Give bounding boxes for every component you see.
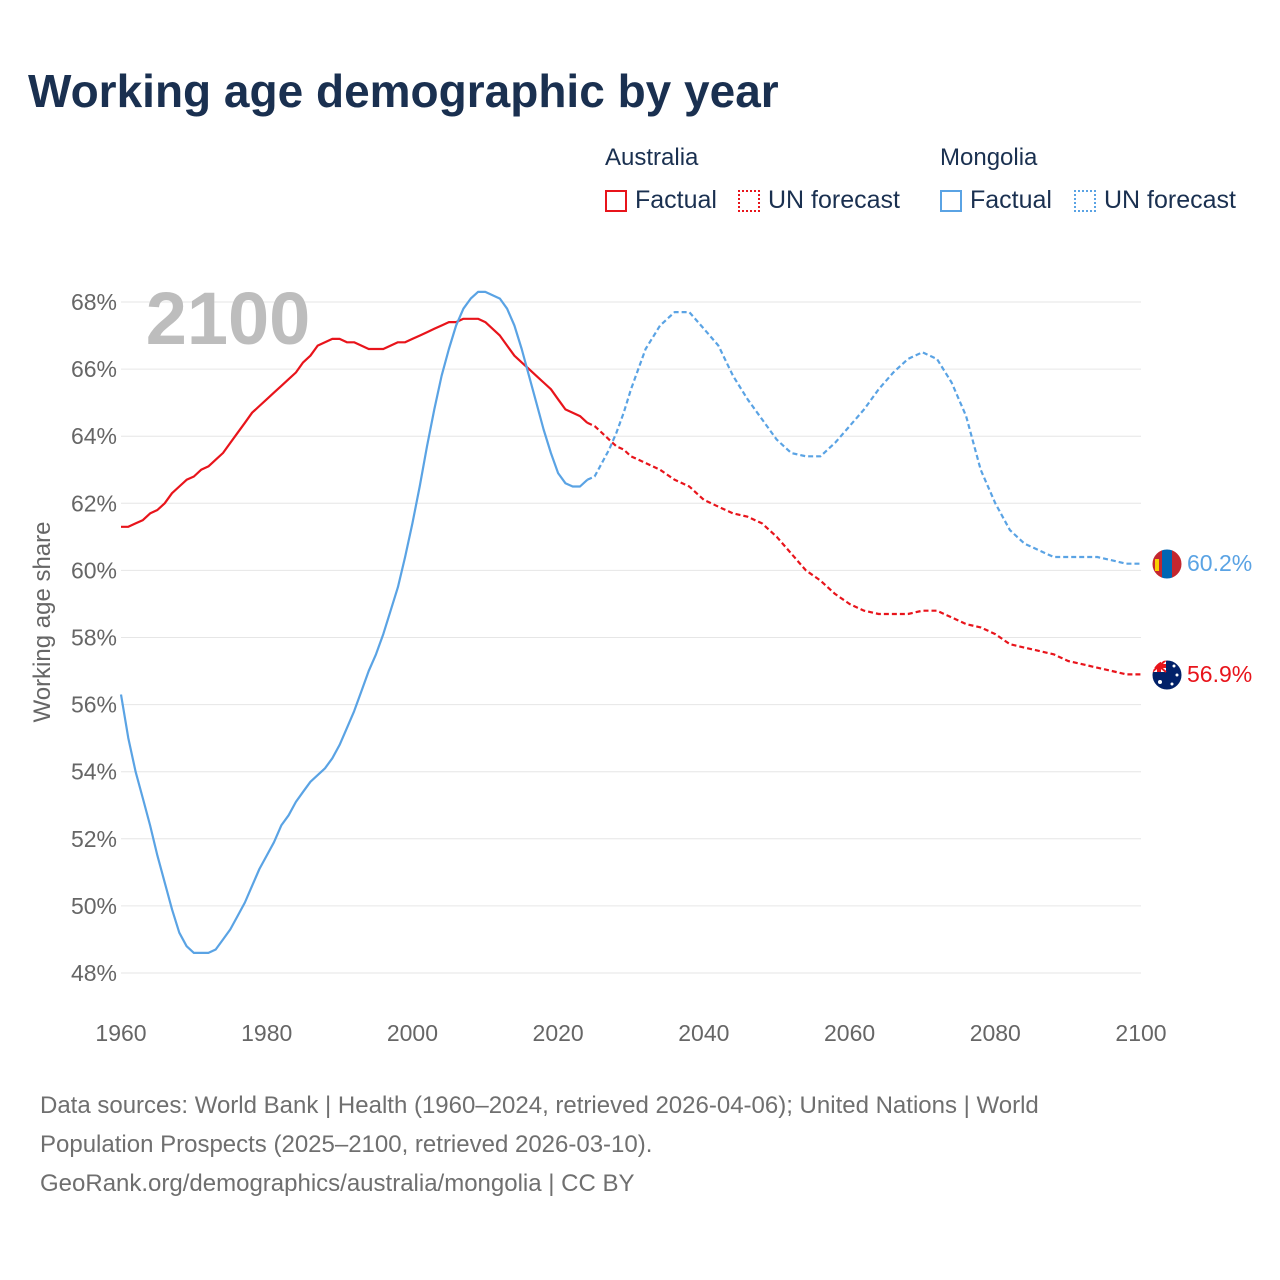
x-tick-label: 2020 <box>533 1020 584 1046</box>
y-tick-label: 64% <box>71 423 117 449</box>
series-line-mongolia-forecast[interactable] <box>586 311 1141 565</box>
y-axis: 48% 50% 52% 54% 56% 58% 60% 62% 64% 66% 68% <box>71 289 117 986</box>
y-tick-label: 54% <box>71 759 117 785</box>
legend-group-mongolia: Mongolia <box>940 144 1038 171</box>
x-tick-label: 2060 <box>824 1020 875 1046</box>
y-tick-label: 50% <box>71 893 117 919</box>
legend-item-australia-factual[interactable]: Factual <box>605 186 717 215</box>
end-label-mongolia: 60.2% <box>1187 550 1252 576</box>
legend-label-australia-forecast: UN forecast <box>768 186 900 214</box>
legend-item-australia-forecast[interactable]: UN forecast <box>738 186 900 215</box>
x-tick-label: 2000 <box>387 1020 438 1046</box>
x-tick-label: 2080 <box>970 1020 1021 1046</box>
series <box>119 290 1141 955</box>
footer-credit-link[interactable]: GeoRank.org/demographics/australia/mongo… <box>40 1170 635 1197</box>
legend-item-mongolia-factual[interactable]: Factual <box>940 186 1052 215</box>
x-axis: 1960 1980 2000 2020 2040 2060 2080 2100 <box>95 1020 1166 1046</box>
y-tick-label: 68% <box>71 289 117 315</box>
footer-sources-line1: Data sources: World Bank | Health (1960–… <box>40 1092 1039 1119</box>
end-label-australia: 56.9% <box>1187 661 1252 687</box>
legend-swatch-australia-factual <box>605 189 627 212</box>
x-tick-label: 2040 <box>678 1020 729 1046</box>
australia-flag-icon <box>1152 660 1182 690</box>
y-tick-label: 60% <box>71 557 117 583</box>
legend-swatch-australia-forecast <box>738 189 760 212</box>
y-tick-label: 66% <box>71 356 117 382</box>
legend-group-australia: Australia <box>605 144 699 171</box>
footer: Data sources: World Bank | Health (1960–… <box>40 1086 1240 1203</box>
y-tick-label: 48% <box>71 960 117 986</box>
legend-swatch-mongolia-factual <box>940 189 962 212</box>
y-axis-label: Working age share <box>29 522 56 723</box>
series-line-mongolia-factual[interactable] <box>119 290 589 955</box>
legend-item-mongolia-forecast[interactable]: UN forecast <box>1074 186 1236 215</box>
series-line-australia-forecast[interactable] <box>586 421 1141 676</box>
legend-label-mongolia-forecast: UN forecast <box>1104 186 1236 214</box>
y-tick-label: 58% <box>71 625 117 651</box>
legend-swatch-mongolia-forecast <box>1074 189 1096 212</box>
series-line-australia-factual[interactable] <box>121 317 589 528</box>
x-tick-label: 1960 <box>95 1020 146 1046</box>
footer-sources-line2: Population Prospects (2025–2100, retriev… <box>40 1131 653 1158</box>
y-tick-label: 52% <box>71 826 117 852</box>
x-tick-label: 1980 <box>241 1020 292 1046</box>
y-tick-label: 62% <box>71 490 117 516</box>
legend-label-australia-factual: Factual <box>635 186 717 214</box>
y-tick-label: 56% <box>71 692 117 718</box>
chart-title: Working age demographic by year <box>28 65 779 117</box>
mongolia-flag-icon <box>1152 549 1182 579</box>
grid <box>121 301 1141 974</box>
year-overlay: 2100 <box>146 277 311 360</box>
legend-label-mongolia-factual: Factual <box>970 186 1052 214</box>
x-tick-label: 2100 <box>1115 1020 1166 1046</box>
line-chart: 48%50%52%54%56%58%60%62%64%66%68% 1960 19… <box>29 277 1252 1046</box>
